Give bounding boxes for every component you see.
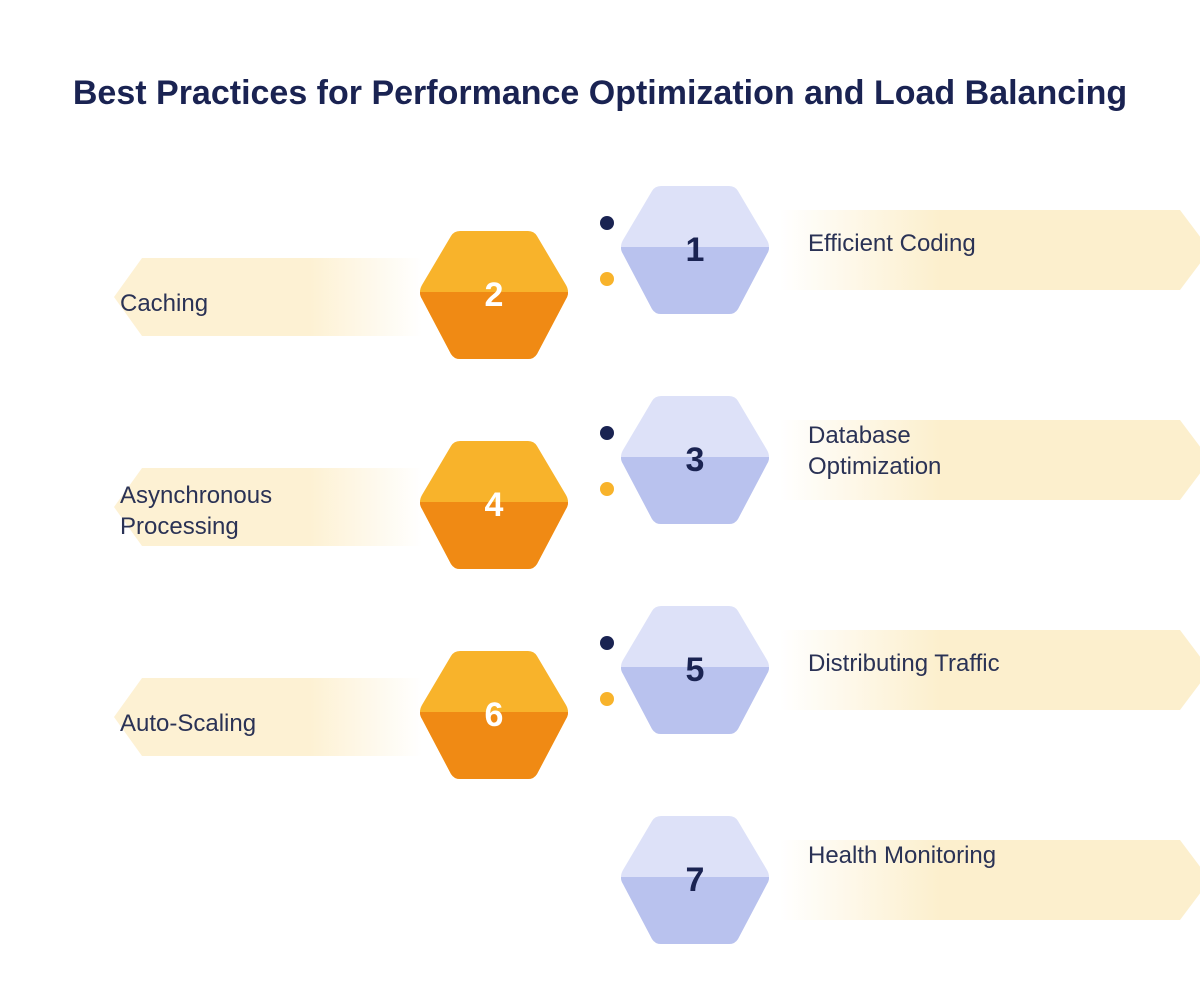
- hex-number: 3: [617, 390, 773, 530]
- label-database-optimization: Database Optimization: [808, 420, 1008, 482]
- hex-number: 6: [416, 645, 572, 785]
- dot-navy-icon: [600, 636, 614, 650]
- hex-item-4: 4: [416, 435, 572, 575]
- label-efficient-coding: Efficient Coding: [808, 228, 976, 259]
- hex-item-2: 2: [416, 225, 572, 365]
- page-title: Best Practices for Performance Optimizat…: [0, 71, 1200, 117]
- hex-number: 5: [617, 600, 773, 740]
- dot-navy-icon: [600, 216, 614, 230]
- label-health-monitoring: Health Monitoring: [808, 840, 996, 871]
- hex-item-3: 3: [617, 390, 773, 530]
- infographic-canvas: Best Practices for Performance Optimizat…: [0, 0, 1200, 985]
- hex-number: 2: [416, 225, 572, 365]
- label-auto-scaling: Auto-Scaling: [120, 708, 256, 739]
- dot-navy-icon: [600, 426, 614, 440]
- hex-number: 1: [617, 180, 773, 320]
- dot-orange-icon: [600, 272, 614, 286]
- dot-orange-icon: [600, 482, 614, 496]
- label-caching: Caching: [120, 288, 208, 319]
- hex-item-5: 5: [617, 600, 773, 740]
- hex-item-7: 7: [617, 810, 773, 950]
- hex-item-6: 6: [416, 645, 572, 785]
- hex-number: 4: [416, 435, 572, 575]
- hex-number: 7: [617, 810, 773, 950]
- label-asynchronous-processing: Asynchronous Processing: [120, 480, 320, 542]
- hex-item-1: 1: [617, 180, 773, 320]
- label-distributing-traffic: Distributing Traffic: [808, 648, 1000, 679]
- dot-orange-icon: [600, 692, 614, 706]
